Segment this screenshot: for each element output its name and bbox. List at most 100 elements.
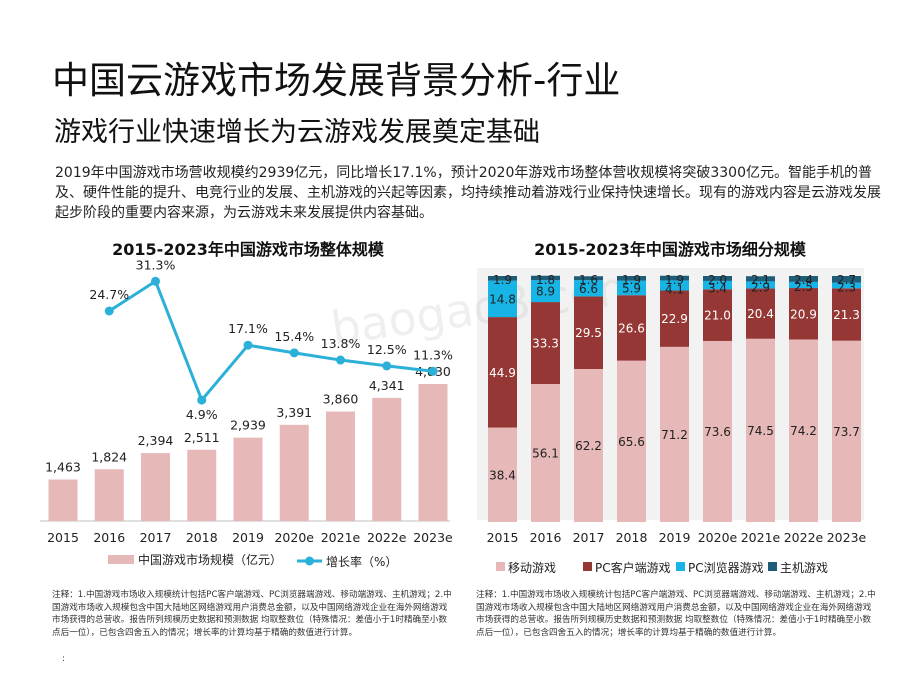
- seg-2-2018: [617, 280, 646, 296]
- right-xtick-2016: 2016: [530, 530, 562, 545]
- seg-1-2017: [574, 296, 603, 369]
- seg-0-2022e: [789, 339, 818, 522]
- seg-label-1-2015: 44.9: [489, 366, 516, 380]
- legend-seg-label-3: 主机游戏: [780, 561, 828, 575]
- size-bar-2022e: [372, 397, 402, 521]
- seg-3-2020e: [703, 276, 732, 281]
- seg-label-2-2022e: 2.5: [794, 280, 813, 294]
- right-xtick-2020e: 2020e: [698, 530, 738, 545]
- size-bar-2015: [48, 479, 78, 521]
- size-label-2019: 2,939: [230, 418, 266, 433]
- seg-label-3-2022e: 2.4: [794, 273, 813, 287]
- seg-3-2023e: [832, 276, 861, 283]
- right-footnote: 注释：1.中国游戏市场收入规模统计包括PC客户端游戏、PC浏览器端游戏、移动端游…: [476, 590, 876, 638]
- seg-0-2017: [574, 368, 603, 522]
- legend-seg-label-1: PC客户端游戏: [595, 560, 671, 575]
- legend-seg-swatch-2: [676, 562, 685, 571]
- growth-point-2018: [197, 395, 207, 405]
- seg-2-2021e: [746, 281, 775, 289]
- growth-point-2017: [151, 276, 160, 286]
- seg-label-3-2016: 1.8: [536, 273, 555, 287]
- seg-1-2023e: [832, 288, 861, 341]
- seg-label-0-2016: 56.1: [532, 446, 559, 460]
- right-xtick-2015: 2015: [487, 530, 519, 545]
- seg-label-0-2021e: 74.5: [747, 424, 774, 438]
- left-xtick-2017: 2017: [140, 530, 172, 545]
- right-xtick-2023e: 2023e: [827, 530, 867, 545]
- right-xtick-2021e: 2021e: [741, 530, 781, 545]
- legend-seg-swatch-0: [496, 562, 505, 571]
- growth-line: [108, 279, 434, 403]
- seg-label-3-2020e: 2.0: [708, 273, 727, 287]
- left-chart-title: 2015-2023年中国游戏市场整体规模: [112, 240, 384, 259]
- seg-label-3-2023e: 2.7: [837, 273, 856, 287]
- seg-0-2019: [660, 346, 689, 522]
- growth-label-2016: 24.7%: [89, 287, 129, 302]
- seg-label-1-2018: 26.6: [618, 321, 645, 335]
- left-xtick-2015: 2015: [47, 530, 79, 545]
- left-footnote: 注释：1.中国游戏市场收入规模统计包括PC客户端游戏、PC浏览器端游戏、移动端游…: [52, 590, 452, 638]
- seg-2-2020e: [703, 280, 732, 290]
- seg-3-2021e: [746, 276, 775, 282]
- seg-3-2018: [617, 276, 646, 281]
- page-subtitle: 游戏行业快速增长为云游戏发展奠定基础: [54, 117, 540, 148]
- growth-point-2016: [104, 306, 114, 316]
- right-xtick-2022e: 2022e: [784, 530, 824, 545]
- size-bar-2020e: [279, 424, 309, 521]
- legend-growth-label: 增长率（%）: [326, 554, 397, 569]
- intro-paragraph: 2019年中国游戏市场营收规模约2939亿元，同比增长17.1%，预计2020年…: [55, 165, 881, 221]
- seg-2-2015: [488, 280, 517, 318]
- seg-label-2-2021e: 2.9: [751, 281, 770, 295]
- seg-label-1-2020e: 21.0: [704, 309, 731, 323]
- seg-label-0-2019: 71.2: [661, 428, 688, 442]
- left-xtick-2021e: 2021e: [321, 530, 361, 545]
- seg-label-1-2017: 29.5: [575, 326, 602, 340]
- seg-2-2017: [574, 280, 603, 297]
- seg-label-2-2015: 14.8: [489, 292, 516, 306]
- seg-label-2-2023e: 2.3: [837, 280, 856, 294]
- growth-label-2017: 31.3%: [136, 257, 176, 272]
- size-bar-2016: [94, 469, 124, 521]
- left-footnote-tail: :: [62, 654, 65, 664]
- seg-label-0-2017: 62.2: [575, 439, 602, 453]
- size-bar-2018: [187, 449, 217, 521]
- seg-label-1-2019: 22.9: [661, 312, 688, 326]
- size-bar-2021e: [326, 411, 355, 521]
- seg-3-2019: [660, 275, 689, 281]
- legend-size-label: 中国游戏市场规模（亿元）: [138, 552, 282, 567]
- seg-label-2-2018: 5.9: [622, 281, 641, 295]
- seg-3-2015: [488, 276, 517, 281]
- seg-1-2016: [531, 302, 560, 384]
- seg-0-2016: [531, 383, 560, 522]
- seg-0-2015: [488, 427, 517, 522]
- seg-label-3-2015: 1.9: [493, 273, 512, 287]
- growth-label-2020e: 15.4%: [274, 329, 314, 344]
- seg-1-2020e: [703, 289, 732, 341]
- seg-1-2019: [660, 290, 689, 347]
- size-label-2021e: 3,860: [323, 392, 359, 407]
- seg-1-2021e: [746, 288, 775, 339]
- seg-1-2015: [488, 317, 517, 428]
- left-xtick-2022e: 2022e: [367, 530, 407, 545]
- seg-2-2023e: [832, 282, 861, 289]
- seg-3-2022e: [789, 276, 818, 282]
- size-label-2022e: 4,341: [369, 378, 405, 393]
- growth-point-2022e: [382, 361, 392, 371]
- left-xtick-2018: 2018: [186, 530, 218, 545]
- seg-0-2023e: [832, 340, 861, 522]
- growth-point-2021e: [336, 355, 345, 365]
- seg-label-0-2023e: 73.7: [833, 425, 860, 439]
- seg-label-1-2023e: 21.3: [833, 308, 860, 322]
- seg-label-2-2019: 4.1: [665, 283, 684, 297]
- seg-2-2016: [531, 280, 560, 303]
- growth-label-2019: 17.1%: [228, 321, 268, 336]
- seg-label-0-2015: 38.4: [489, 468, 516, 482]
- seg-label-0-2018: 65.6: [618, 435, 645, 449]
- growth-label-2021e: 13.8%: [321, 336, 361, 351]
- size-label-2016: 1,824: [91, 449, 127, 464]
- growth-label-2018: 4.9%: [186, 407, 218, 422]
- seg-0-2018: [617, 360, 646, 522]
- size-label-2018: 2,511: [184, 430, 220, 445]
- size-label-2020e: 3,391: [276, 405, 312, 420]
